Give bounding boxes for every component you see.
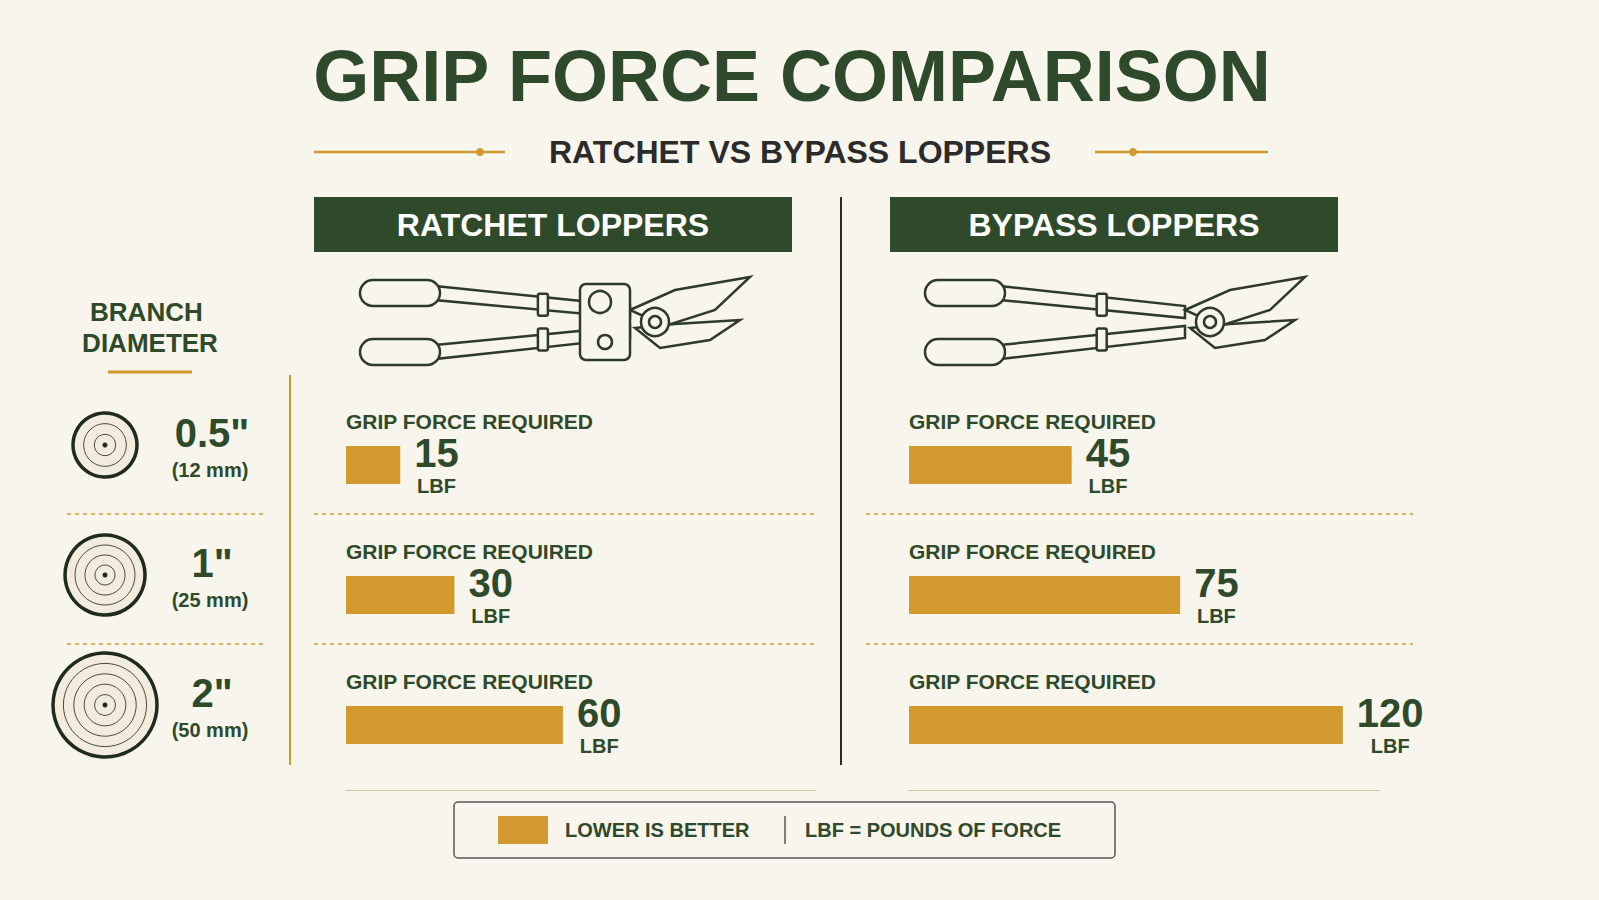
- svg-text:GRIP FORCE REQUIRED: GRIP FORCE REQUIRED: [346, 540, 593, 563]
- svg-text:LOWER IS BETTER: LOWER IS BETTER: [565, 819, 750, 841]
- svg-text:LBF: LBF: [580, 735, 619, 757]
- svg-text:LBF: LBF: [471, 605, 510, 627]
- svg-text:LBF: LBF: [417, 475, 456, 497]
- svg-text:GRIP FORCE REQUIRED: GRIP FORCE REQUIRED: [346, 410, 593, 433]
- svg-text:30: 30: [468, 561, 513, 605]
- svg-text:GRIP FORCE COMPARISON: GRIP FORCE COMPARISON: [313, 36, 1270, 116]
- svg-text:(25 mm): (25 mm): [172, 589, 249, 611]
- svg-text:DIAMETER: DIAMETER: [82, 328, 218, 358]
- svg-text:120: 120: [1357, 691, 1424, 735]
- svg-text:75: 75: [1194, 561, 1239, 605]
- svg-text:BYPASS LOPPERS: BYPASS LOPPERS: [968, 207, 1259, 243]
- svg-text:LBF: LBF: [1371, 735, 1410, 757]
- svg-text:LBF: LBF: [1088, 475, 1127, 497]
- svg-text:(12 mm): (12 mm): [172, 459, 249, 481]
- svg-text:GRIP FORCE REQUIRED: GRIP FORCE REQUIRED: [909, 410, 1156, 433]
- svg-text:GRIP FORCE REQUIRED: GRIP FORCE REQUIRED: [909, 540, 1156, 563]
- svg-text:1": 1": [191, 541, 232, 585]
- svg-text:60: 60: [577, 691, 622, 735]
- svg-text:45: 45: [1086, 431, 1131, 475]
- svg-text:2": 2": [191, 671, 232, 715]
- svg-text:(50 mm): (50 mm): [172, 719, 249, 741]
- svg-text:LBF: LBF: [1197, 605, 1236, 627]
- svg-text:RATCHET VS BYPASS LOPPERS: RATCHET VS BYPASS LOPPERS: [549, 134, 1051, 170]
- svg-text:GRIP FORCE REQUIRED: GRIP FORCE REQUIRED: [346, 670, 593, 693]
- svg-text:15: 15: [414, 431, 459, 475]
- svg-text:GRIP FORCE REQUIRED: GRIP FORCE REQUIRED: [909, 670, 1156, 693]
- svg-text:RATCHET LOPPERS: RATCHET LOPPERS: [397, 207, 709, 243]
- svg-text:BRANCH: BRANCH: [90, 297, 210, 327]
- svg-text:0.5": 0.5": [175, 411, 250, 455]
- svg-text:LBF = POUNDS OF FORCE: LBF = POUNDS OF FORCE: [805, 819, 1061, 841]
